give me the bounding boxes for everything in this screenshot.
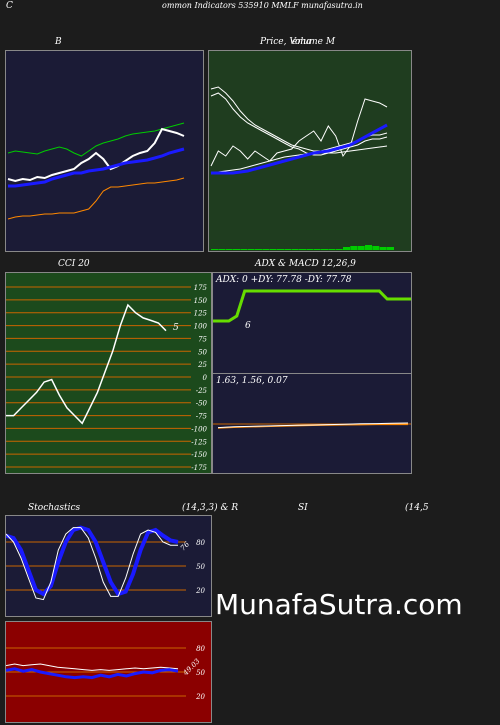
bollinger-series-1 [7, 127, 185, 183]
volume-bar [313, 249, 321, 250]
cci-tick-label: -100 [191, 425, 207, 433]
stoch-tick-label: 50 [196, 563, 205, 571]
volume-bar [299, 249, 306, 250]
cci-tick-label: 100 [194, 323, 208, 331]
stoch-panel: 80 50 20 76 [5, 515, 212, 617]
macd-panel: 1.63, 1.56, 0.07 [212, 373, 412, 474]
stoch-tick-label: 20 [195, 587, 205, 595]
rsi-ma-line [6, 667, 179, 680]
cci-tick-label: -75 [196, 413, 208, 421]
cci-panel: 175 150 125 100 75 50 25 0 -25 -50 -75 -100 -125 -150… [5, 272, 212, 474]
price-panel [208, 50, 412, 252]
bollinger-panel [5, 50, 204, 252]
volume-bar [284, 249, 292, 250]
cci-tick-label: -175 [191, 464, 207, 472]
price-series-2 [210, 98, 388, 167]
header-left-letter: C [6, 1, 13, 11]
cci-tick-label: 125 [194, 310, 208, 318]
adx-label: ADX: 0 +DY: 77.78 -DY: 77.78 [216, 275, 352, 285]
adx-chart [213, 289, 411, 323]
volume-bar [262, 249, 270, 250]
cci-tick-label: -50 [196, 400, 208, 408]
stoch-d-line [6, 527, 178, 601]
volume-bar [291, 249, 299, 250]
volume-bar [255, 249, 262, 250]
stoch-params: (14,3,3) & R [182, 503, 239, 513]
volume-bar [277, 249, 284, 250]
rsi-panel: 80 50 20 49.03 [5, 621, 212, 723]
volume-bar [211, 249, 218, 250]
price-series-3 [210, 145, 388, 174]
price-subtitle: ema [292, 37, 312, 47]
cci-tick-label: 25 [197, 361, 207, 369]
volume-bar [225, 249, 233, 250]
price-chart [210, 86, 394, 250]
adx-annotation: 6 [245, 321, 251, 331]
rsi-tick-label: 20 [195, 693, 205, 701]
cci-chart: 175 150 125 100 75 50 25 0 -25 -50 -75 -100 -125 -150… [6, 284, 208, 472]
volume-bar [343, 247, 350, 250]
macd-line [217, 422, 409, 429]
bollinger-series-3 [7, 177, 185, 220]
volume-bar [233, 249, 240, 250]
cci-tick-label: 175 [194, 284, 208, 292]
volume-bar [247, 249, 255, 250]
cci-title: CCI 20 [58, 259, 90, 269]
volume-bar [335, 249, 343, 250]
cci-annotation: 5 [173, 323, 179, 333]
volume-bar [306, 249, 314, 250]
cci-tick-label: 75 [198, 335, 207, 343]
cci-tick-label: -150 [191, 451, 207, 459]
rsi-title: SI [298, 503, 308, 513]
bollinger-chart [7, 122, 185, 220]
watermark: MunafaSutra.com [215, 588, 463, 621]
volume-bar [372, 246, 380, 250]
macd-chart [213, 422, 411, 429]
adx-line [213, 289, 411, 323]
rsi-tick-label: 50 [196, 669, 205, 677]
price-series-4 [211, 123, 388, 175]
volume-bar [218, 249, 226, 250]
cci-tick-label: 0 [203, 374, 208, 382]
volume-bar [240, 249, 248, 250]
volume-bar [357, 246, 365, 250]
cci-tick-label: 50 [198, 348, 207, 356]
cci-tick-label: -125 [191, 438, 207, 446]
cci-tick-label: 150 [194, 297, 208, 305]
price-title: Price, Volume M [260, 37, 336, 47]
volume-bar [321, 249, 328, 250]
stoch-title: Stochastics [28, 503, 81, 513]
volume-bar [365, 245, 372, 250]
cci-tick-label: -25 [196, 387, 208, 395]
volume-bar [379, 247, 387, 250]
adx-title: ADX & MACD 12,26,9 [255, 259, 356, 269]
bollinger-series-2 [8, 147, 185, 188]
rsi-tick-label: 80 [196, 645, 205, 653]
volume-bar [387, 247, 394, 250]
page-title: ommon Indicators 535910 MMLF munafasutra… [162, 1, 363, 10]
volume-bar [350, 246, 358, 250]
volume-bar [328, 249, 336, 250]
stoch-tick-label: 80 [196, 539, 205, 547]
stoch-k-line [6, 525, 179, 597]
macd-label: 1.63, 1.56, 0.07 [216, 376, 288, 386]
bollinger-title: B [55, 37, 62, 47]
adx-panel: ADX: 0 +DY: 77.78 -DY: 77.78 6 [212, 272, 412, 374]
price-series-1 [210, 92, 388, 156]
volume-bar [269, 249, 277, 250]
rsi-line [6, 663, 179, 671]
rsi-params: (14,5 [405, 503, 429, 513]
bollinger-series-0 [7, 122, 185, 157]
cci-line [6, 303, 167, 425]
